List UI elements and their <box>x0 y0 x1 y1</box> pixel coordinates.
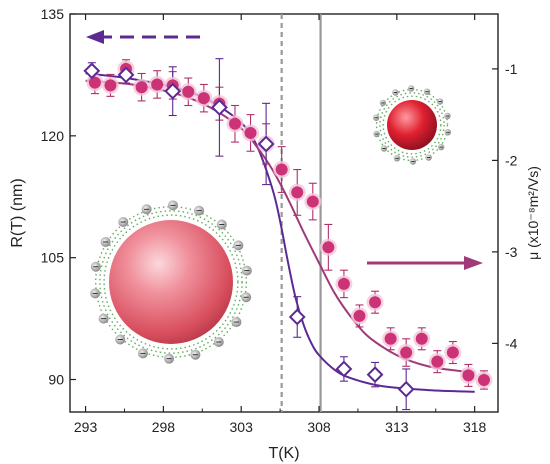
data-point-circle <box>384 332 397 345</box>
x-tick-label: 303 <box>230 419 254 435</box>
illustrations <box>90 85 452 364</box>
left-axis-arrow-head <box>86 30 104 44</box>
x-tick-label: 293 <box>74 419 98 435</box>
y-right-tick-label: -3 <box>505 244 518 260</box>
y-right-tick-label: -4 <box>505 335 518 351</box>
data-point-diamond <box>335 360 353 378</box>
data-point-diamond <box>257 135 275 153</box>
x-tick-label: 308 <box>307 419 331 435</box>
y-right-tick-label: -2 <box>505 152 518 168</box>
data-point-circle <box>353 309 366 322</box>
data-point-circle <box>462 369 475 382</box>
fit-curve <box>85 79 475 374</box>
data-point-circle <box>244 126 257 139</box>
data-point-circle <box>369 296 382 309</box>
data-point-circle <box>415 332 428 345</box>
data-points <box>83 60 493 398</box>
data-point-circle <box>275 163 288 176</box>
data-point-circle <box>88 76 101 89</box>
data-point-circle <box>431 355 444 368</box>
particle-sphere <box>109 220 233 344</box>
particle-sphere <box>387 100 437 150</box>
data-point-circle <box>337 277 350 290</box>
plot-frame <box>69 13 499 413</box>
small-particle-illustration <box>372 85 452 165</box>
data-point-circle <box>182 85 195 98</box>
data-point-circle <box>322 241 335 254</box>
data-point-diamond <box>83 62 101 80</box>
data-point-circle <box>228 117 241 130</box>
data-point-circle <box>135 81 148 94</box>
data-point-circle <box>400 346 413 359</box>
data-point-diamond <box>117 66 135 84</box>
y-right-tick-label: -1 <box>505 61 518 77</box>
large-particle-illustration <box>90 200 252 364</box>
corona-ring <box>103 214 239 350</box>
axis-ticks: 293 298 303 308 313 318 90 105 120 135 -1 -2 -3 -4 <box>41 6 518 435</box>
corona-ring <box>99 210 243 354</box>
y-left-tick-label: 135 <box>41 6 65 22</box>
data-point-circle <box>151 78 164 91</box>
data-point-diamond <box>210 98 228 116</box>
corona-ring <box>379 92 445 158</box>
corona-ring <box>382 95 442 155</box>
data-point-circle <box>477 373 490 386</box>
reference-lines <box>280 14 322 412</box>
x-axis-label: T(K) <box>268 445 299 462</box>
data-point-circle <box>104 79 117 92</box>
y-left-tick-label: 105 <box>41 250 65 266</box>
x-tick-label: 298 <box>152 419 176 435</box>
right-axis-arrow-head <box>464 256 483 270</box>
data-point-diamond <box>164 82 182 100</box>
data-point-circle <box>306 195 319 208</box>
data-point-diamond <box>288 308 306 326</box>
data-point-circle <box>291 186 304 199</box>
data-point-circle <box>197 92 210 105</box>
x-tick-label: 313 <box>385 419 409 435</box>
y-left-tick-label: 90 <box>48 372 64 388</box>
y-left-tick-label: 120 <box>41 128 65 144</box>
data-point-diamond <box>397 380 415 398</box>
data-point-diamond <box>366 366 384 384</box>
x-tick-label: 318 <box>463 419 487 435</box>
y-axis-label-right: μ (x10⁻⁸m²/Vs) <box>525 166 541 260</box>
y-axis-label-left: R(T) (nm) <box>9 178 26 247</box>
axis-arrows <box>86 30 483 270</box>
data-point-circle <box>446 346 459 359</box>
